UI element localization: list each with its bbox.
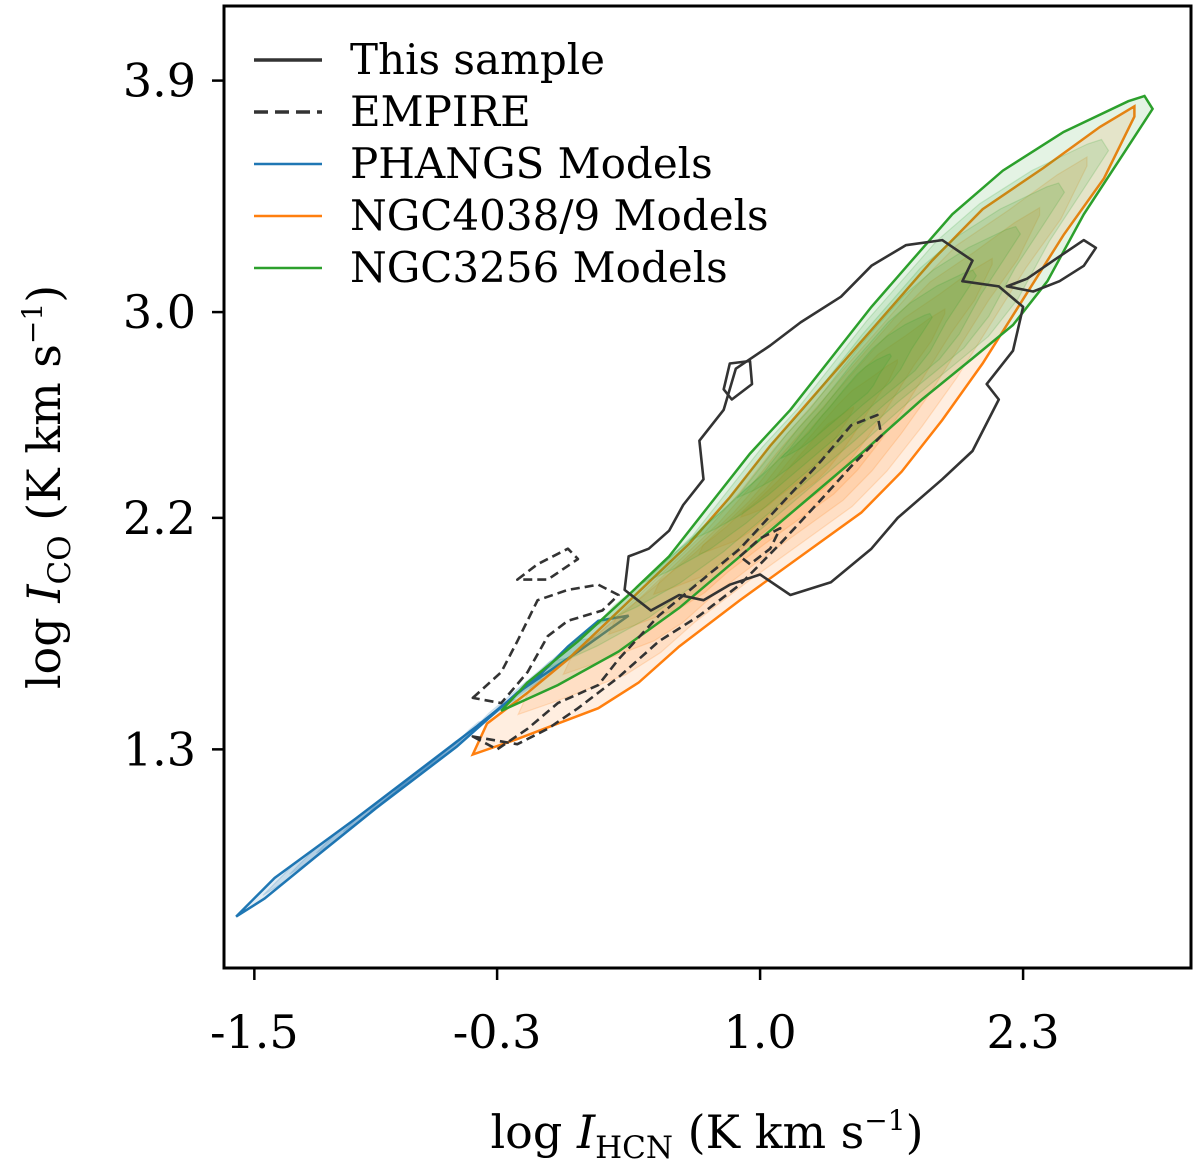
y-axis-label-var: I bbox=[17, 584, 71, 604]
ngc3256-models-contour-level-4 bbox=[689, 269, 978, 542]
x-axis-label-var: I bbox=[576, 1105, 596, 1159]
ngc3256-models-contour-level-2 bbox=[594, 182, 1066, 627]
ngc3256-models-contour-level-0 bbox=[500, 94, 1155, 712]
x-axis-label: log IHCN (K km s−1) bbox=[490, 1104, 923, 1166]
y-tick-label: 2.2 bbox=[123, 491, 196, 545]
x-axis-label-close: ) bbox=[906, 1105, 924, 1159]
x-axis-label-sub: HCN bbox=[595, 1130, 673, 1166]
phangs-models-contour-level-4 bbox=[342, 698, 517, 833]
ngc4038-9-models-contour-level-1 bbox=[516, 155, 1088, 716]
x-tick-label: -0.3 bbox=[453, 1005, 542, 1059]
ngc4038-9-models-contour-level-4 bbox=[652, 308, 946, 596]
y-tick-label: 1.3 bbox=[123, 722, 196, 776]
ngc3256-models-contour-level-6 bbox=[780, 353, 893, 460]
y-axis-label-sub: CO bbox=[42, 535, 78, 584]
phangs-models-contour-level-2 bbox=[289, 656, 573, 875]
legend-item-phangs-models: PHANGS Models bbox=[254, 139, 713, 188]
y-tick-label: 3.0 bbox=[123, 285, 196, 339]
empire-contour-1 bbox=[471, 583, 620, 705]
empire-contour-2 bbox=[516, 547, 580, 581]
phangs-models-contour-level-5 bbox=[369, 719, 488, 812]
plot-body bbox=[235, 94, 1155, 918]
legend-label: This sample bbox=[350, 35, 605, 84]
ngc4038-9-models-contour-level-5 bbox=[697, 358, 898, 556]
ngc3256-models-kde bbox=[500, 94, 1155, 712]
y-axis-label-prefix: log bbox=[17, 603, 71, 689]
y-tick-label: 3.9 bbox=[123, 54, 196, 108]
phangs-models-contour-level-3 bbox=[315, 677, 545, 854]
legend-item-this-sample: This sample bbox=[254, 35, 605, 84]
y-axis-label-unit: (K km s bbox=[17, 344, 71, 535]
legend-item-empire: EMPIRE bbox=[254, 87, 531, 136]
legend-item-ngc4038-9-models: NGC4038/9 Models bbox=[254, 191, 769, 240]
x-tick-label: -1.5 bbox=[210, 1005, 299, 1059]
ngc3256-models-contour-level-5 bbox=[736, 312, 933, 499]
legend-label: EMPIRE bbox=[350, 87, 531, 136]
axes: -1.5 -0.3 1.0 2.3 1.3 2.2 3.0 3.9 bbox=[123, 4, 1193, 1059]
empire-contour-0 bbox=[471, 413, 883, 751]
ngc4038-9-models-contour-level-6 bbox=[739, 405, 854, 519]
this-sample-contour-1 bbox=[722, 359, 754, 401]
x-axis-label-sup: −1 bbox=[864, 1104, 905, 1137]
this-sample-contour-0 bbox=[623, 238, 1025, 612]
x-tick-label: 2.3 bbox=[987, 1005, 1060, 1059]
legend-label: NGC3256 Models bbox=[350, 243, 728, 292]
this-sample-contour-2 bbox=[1005, 238, 1098, 293]
y-axis-label: log ICO (K km s−1) bbox=[16, 285, 78, 689]
y-axis-label-close: ) bbox=[17, 285, 71, 303]
legend-label: NGC4038/9 Models bbox=[350, 191, 769, 240]
legend-label: PHANGS Models bbox=[350, 139, 713, 188]
empire-contours bbox=[471, 413, 883, 751]
ngc4038-9-models-contour-level-3 bbox=[607, 257, 993, 636]
x-axis-ticks: -1.5 -0.3 1.0 2.3 bbox=[210, 968, 1060, 1059]
x-axis-label-prefix: log bbox=[490, 1105, 576, 1159]
phangs-models-contour-level-1 bbox=[262, 636, 601, 896]
this-sample-contours bbox=[623, 238, 1098, 612]
y-axis-ticks: 1.3 2.2 3.0 3.9 bbox=[123, 54, 224, 776]
ngc3256-models-contour-level-3 bbox=[642, 225, 1022, 584]
legend-item-ngc3256-models: NGC3256 Models bbox=[254, 243, 728, 292]
phangs-models-contour-level-0 bbox=[235, 614, 630, 918]
axes-frame bbox=[222, 4, 1193, 970]
x-tick-label: 1.0 bbox=[724, 1005, 797, 1059]
y-axis-label-sup: −1 bbox=[16, 303, 49, 344]
phangs-models-kde bbox=[235, 614, 630, 918]
phangs-models-contour-level-6 bbox=[394, 739, 462, 792]
plot-area bbox=[235, 94, 1155, 918]
empire-contour-3 bbox=[738, 526, 782, 566]
x-axis-label-unit: (K km s bbox=[673, 1105, 864, 1159]
